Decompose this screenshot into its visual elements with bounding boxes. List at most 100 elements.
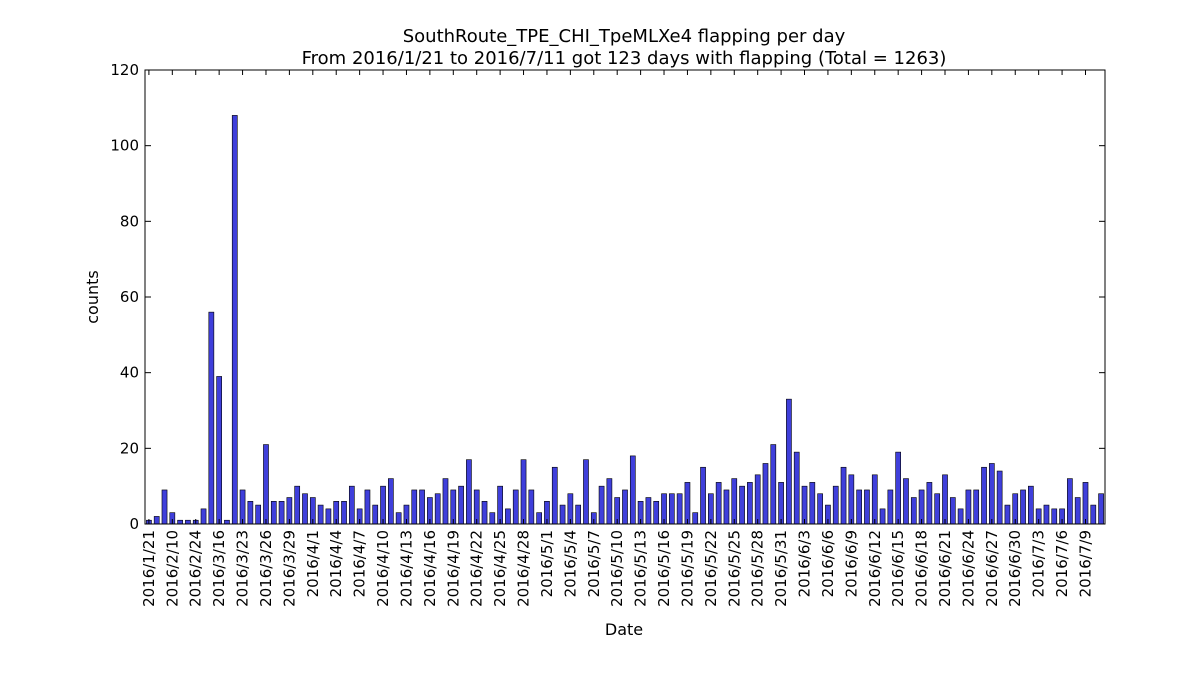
x-tick-label: 2016/5/19	[678, 530, 696, 607]
bar	[209, 312, 214, 524]
y-tick-label: 20	[120, 439, 139, 457]
bar	[373, 505, 378, 524]
bar	[981, 467, 986, 524]
bar	[755, 475, 760, 524]
bar	[318, 505, 323, 524]
x-tick-label: 2016/6/18	[913, 530, 931, 607]
bar	[685, 482, 690, 524]
x-tick-label: 2016/5/31	[772, 530, 790, 607]
x-tick-label: 2016/7/3	[1030, 530, 1048, 597]
x-tick-label: 2016/3/29	[280, 530, 298, 607]
bar	[349, 486, 354, 524]
bar	[1005, 505, 1010, 524]
x-tick-label: 2016/2/24	[187, 530, 205, 607]
bar	[1099, 494, 1104, 524]
bar	[185, 520, 190, 524]
bar	[505, 509, 510, 524]
y-tick-label: 100	[110, 137, 139, 155]
bar	[1067, 479, 1072, 524]
x-tick-label: 2016/3/26	[257, 530, 275, 607]
x-tick-label: 2016/3/23	[234, 530, 252, 607]
bar	[552, 467, 557, 524]
x-axis-label: Date	[605, 620, 643, 639]
bar	[607, 479, 612, 524]
x-tick-label: 2016/6/21	[936, 530, 954, 607]
bar	[896, 452, 901, 524]
bar	[295, 486, 300, 524]
bar	[521, 460, 526, 524]
bar	[217, 376, 222, 524]
bar	[771, 445, 776, 524]
bar	[833, 486, 838, 524]
x-tick-label: 2016/4/13	[397, 530, 415, 607]
bar	[1091, 505, 1096, 524]
bar	[271, 501, 276, 524]
x-tick-label: 2016/4/19	[444, 530, 462, 607]
bar	[240, 490, 245, 524]
bar	[513, 490, 518, 524]
bar	[529, 490, 534, 524]
bars-group	[146, 115, 1103, 524]
bar	[365, 490, 370, 524]
y-tick-label: 0	[129, 515, 139, 533]
bar	[888, 490, 893, 524]
x-tick-label: 2016/6/12	[866, 530, 884, 607]
x-tick-label: 2016/2/10	[163, 530, 181, 607]
bar	[326, 509, 331, 524]
bar	[1083, 482, 1088, 524]
chart-subtitle: From 2016/1/21 to 2016/7/11 got 123 days…	[302, 48, 947, 69]
x-tick-label: 2016/6/6	[819, 530, 837, 597]
bar	[989, 463, 994, 524]
y-axis-label: counts	[83, 270, 102, 323]
x-tick-label: 2016/5/4	[561, 530, 579, 597]
x-tick-label: 2016/7/6	[1053, 530, 1071, 597]
x-tick-label: 2016/4/7	[351, 530, 369, 597]
bar	[958, 509, 963, 524]
bar	[576, 505, 581, 524]
bar	[248, 501, 253, 524]
bar	[919, 490, 924, 524]
x-tick-label: 2016/3/16	[210, 530, 228, 607]
bar	[396, 513, 401, 524]
bar	[763, 463, 768, 524]
bar	[732, 479, 737, 524]
x-tick-label: 2016/5/25	[725, 530, 743, 607]
bar	[747, 482, 752, 524]
bar	[498, 486, 503, 524]
bar	[1075, 498, 1080, 524]
bar	[388, 479, 393, 524]
x-tick-label: 2016/5/16	[655, 530, 673, 607]
bar	[435, 494, 440, 524]
x-tick-label: 2016/6/9	[842, 530, 860, 597]
bar	[974, 490, 979, 524]
y-tick-label: 80	[120, 212, 139, 230]
x-tick-label: 2016/5/10	[608, 530, 626, 607]
bar	[857, 490, 862, 524]
bar	[802, 486, 807, 524]
bar	[818, 494, 823, 524]
bar	[935, 494, 940, 524]
bar	[646, 498, 651, 524]
x-tick-label: 2016/5/7	[585, 530, 603, 597]
bar	[474, 490, 479, 524]
chart-title: SouthRoute_TPE_CHI_TpeMLXe4 flapping per…	[403, 26, 846, 47]
bar	[459, 486, 464, 524]
bar	[232, 115, 237, 524]
x-tick-label: 2016/5/28	[749, 530, 767, 607]
bar	[256, 505, 261, 524]
x-tick-label: 2016/6/3	[796, 530, 814, 597]
bar	[154, 516, 159, 524]
x-tick-label: 2016/6/24	[959, 530, 977, 607]
x-tick-label: 2016/4/25	[491, 530, 509, 607]
bar	[482, 501, 487, 524]
x-tick-label: 2016/4/16	[421, 530, 439, 607]
x-tick-label: 2016/6/27	[983, 530, 1001, 607]
x-tick-label: 2016/7/9	[1076, 530, 1094, 597]
bar	[279, 501, 284, 524]
bar	[630, 456, 635, 524]
bar	[341, 501, 346, 524]
bar	[224, 520, 229, 524]
bar	[942, 475, 947, 524]
bar	[1052, 509, 1057, 524]
